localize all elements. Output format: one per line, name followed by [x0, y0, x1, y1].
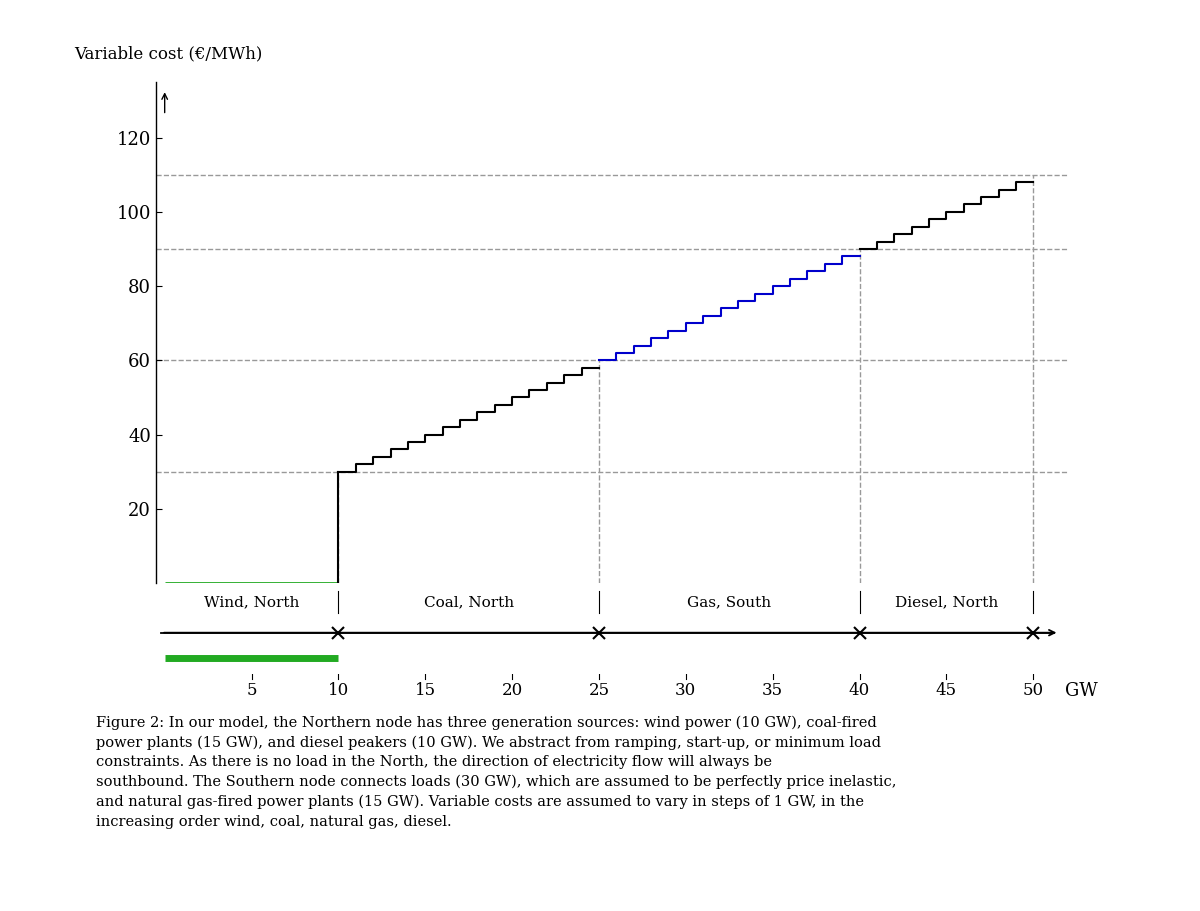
Text: 15: 15: [415, 682, 436, 699]
Text: 50: 50: [1022, 682, 1044, 699]
Text: Wind, North: Wind, North: [204, 595, 299, 609]
Text: Variable cost (€/MWh): Variable cost (€/MWh): [74, 45, 263, 62]
Text: 25: 25: [588, 682, 610, 699]
Text: 10: 10: [328, 682, 349, 699]
Text: 40: 40: [848, 682, 870, 699]
Text: 5: 5: [246, 682, 257, 699]
Text: 35: 35: [762, 682, 784, 699]
Text: 30: 30: [676, 682, 696, 699]
Text: 45: 45: [936, 682, 956, 699]
Text: Gas, South: Gas, South: [688, 595, 772, 609]
Text: Figure 2: In our model, the Northern node has three generation sources: wind pow: Figure 2: In our model, the Northern nod…: [96, 715, 896, 829]
Text: 20: 20: [502, 682, 523, 699]
Text: Diesel, North: Diesel, North: [895, 595, 998, 609]
Text: GW: GW: [1064, 681, 1097, 700]
Text: Coal, North: Coal, North: [424, 595, 514, 609]
